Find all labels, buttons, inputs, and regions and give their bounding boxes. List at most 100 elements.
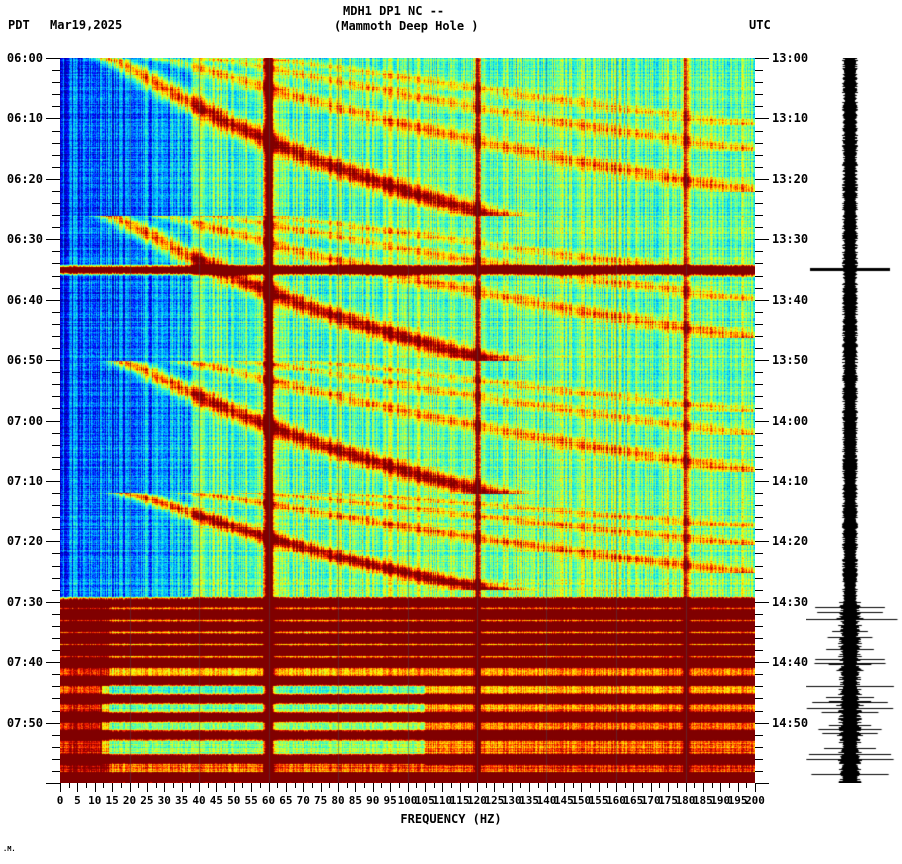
frequency-tick <box>364 783 365 788</box>
time-label-left: 07:30 <box>6 594 43 609</box>
time-tick-left <box>52 82 60 83</box>
frequency-tick <box>199 783 200 792</box>
time-tick-right <box>755 131 763 132</box>
time-tick-left <box>52 276 60 277</box>
frequency-tick <box>581 783 582 792</box>
frequency-tick <box>69 783 70 788</box>
frequency-label: 160 <box>606 794 626 807</box>
time-tick-left <box>52 263 60 264</box>
frequency-label: 35 <box>175 794 189 807</box>
time-tick-left <box>52 203 60 204</box>
frequency-tick <box>112 783 113 792</box>
frequency-tick <box>442 783 443 792</box>
time-label-left: 06:00 <box>6 51 43 65</box>
frequency-tick <box>251 783 252 792</box>
time-label-right: 13:00 <box>772 51 809 65</box>
frequency-tick <box>555 783 556 788</box>
time-tick-left <box>46 179 60 180</box>
time-tick-right <box>755 771 763 772</box>
time-tick-right <box>755 348 763 349</box>
frequency-tick <box>451 783 452 788</box>
spectrogram-plot[interactable] <box>60 58 755 783</box>
time-tick-right <box>755 674 763 675</box>
time-tick-left <box>52 445 60 446</box>
frequency-tick <box>477 783 478 792</box>
time-tick-left <box>52 227 60 228</box>
frequency-tick <box>494 783 495 792</box>
time-label-right: 13:50 <box>772 353 809 368</box>
time-tick-left <box>46 662 60 663</box>
time-tick-left <box>46 541 60 542</box>
frequency-tick <box>625 783 626 788</box>
time-tick-right <box>755 735 763 736</box>
frequency-tick <box>234 783 235 792</box>
corner-artifact: .M. <box>3 845 16 853</box>
frequency-label: 170 <box>640 794 661 807</box>
time-tick-right <box>755 227 763 228</box>
time-label-right: 13:30 <box>772 232 809 247</box>
time-tick-left <box>52 155 60 156</box>
frequency-tick <box>260 783 261 788</box>
time-tick-right <box>755 191 763 192</box>
frequency-tick <box>599 783 600 792</box>
time-tick-right <box>755 396 763 397</box>
frequency-tick <box>147 783 148 792</box>
time-label-left: 06:10 <box>6 111 43 126</box>
time-tick-right <box>755 457 763 458</box>
frequency-tick <box>130 783 131 792</box>
time-tick-right <box>755 143 763 144</box>
frequency-label: 15 <box>105 794 119 807</box>
time-tick-left <box>52 131 60 132</box>
time-tick-right <box>755 263 763 264</box>
time-tick-right <box>755 336 763 337</box>
time-tick-right <box>755 167 763 168</box>
time-label-left: 06:30 <box>6 232 43 247</box>
frequency-tick <box>755 783 756 792</box>
frequency-tick <box>686 783 687 792</box>
frequency-tick <box>607 783 608 788</box>
frequency-label: 75 <box>314 794 328 807</box>
time-label-left: 06:40 <box>6 292 43 307</box>
frequency-label: 60 <box>261 794 276 807</box>
time-tick-left <box>52 566 60 567</box>
time-tick-right <box>755 662 769 663</box>
time-label-right: 14:50 <box>772 715 809 730</box>
time-tick-right <box>755 541 769 542</box>
time-tick-right <box>755 517 763 518</box>
frequency-tick <box>303 783 304 792</box>
time-tick-right <box>755 106 763 107</box>
time-tick-left <box>52 372 60 373</box>
frequency-label: 110 <box>432 794 453 807</box>
time-tick-right <box>755 529 763 530</box>
time-tick-left <box>46 481 60 482</box>
frequency-label: 140 <box>536 794 557 807</box>
time-tick-left <box>52 251 60 252</box>
time-tick-left <box>52 70 60 71</box>
time-tick-left <box>46 300 60 301</box>
frequency-tick <box>277 783 278 788</box>
time-tick-left <box>52 529 60 530</box>
time-tick-left <box>52 638 60 639</box>
time-tick-right <box>755 481 769 482</box>
time-label-right: 14:40 <box>772 655 809 670</box>
time-tick-left <box>52 735 60 736</box>
frequency-label: 45 <box>209 794 223 807</box>
time-tick-left <box>52 312 60 313</box>
frequency-label: 10 <box>88 794 102 807</box>
time-tick-left <box>52 408 60 409</box>
time-label-left: 07:10 <box>6 473 43 488</box>
time-tick-right <box>755 82 763 83</box>
station-title-line2: (Mammoth Deep Hole ) <box>334 19 479 33</box>
time-tick-right <box>755 493 763 494</box>
frequency-tick <box>86 783 87 788</box>
frequency-tick <box>738 783 739 792</box>
frequency-tick <box>103 783 104 788</box>
time-tick-right <box>755 384 763 385</box>
time-tick-right <box>755 421 769 422</box>
time-tick-left <box>52 771 60 772</box>
time-tick-right <box>755 566 763 567</box>
time-tick-left <box>52 626 60 627</box>
frequency-label: 195 <box>727 794 748 807</box>
time-tick-left <box>52 384 60 385</box>
time-tick-right <box>755 203 763 204</box>
